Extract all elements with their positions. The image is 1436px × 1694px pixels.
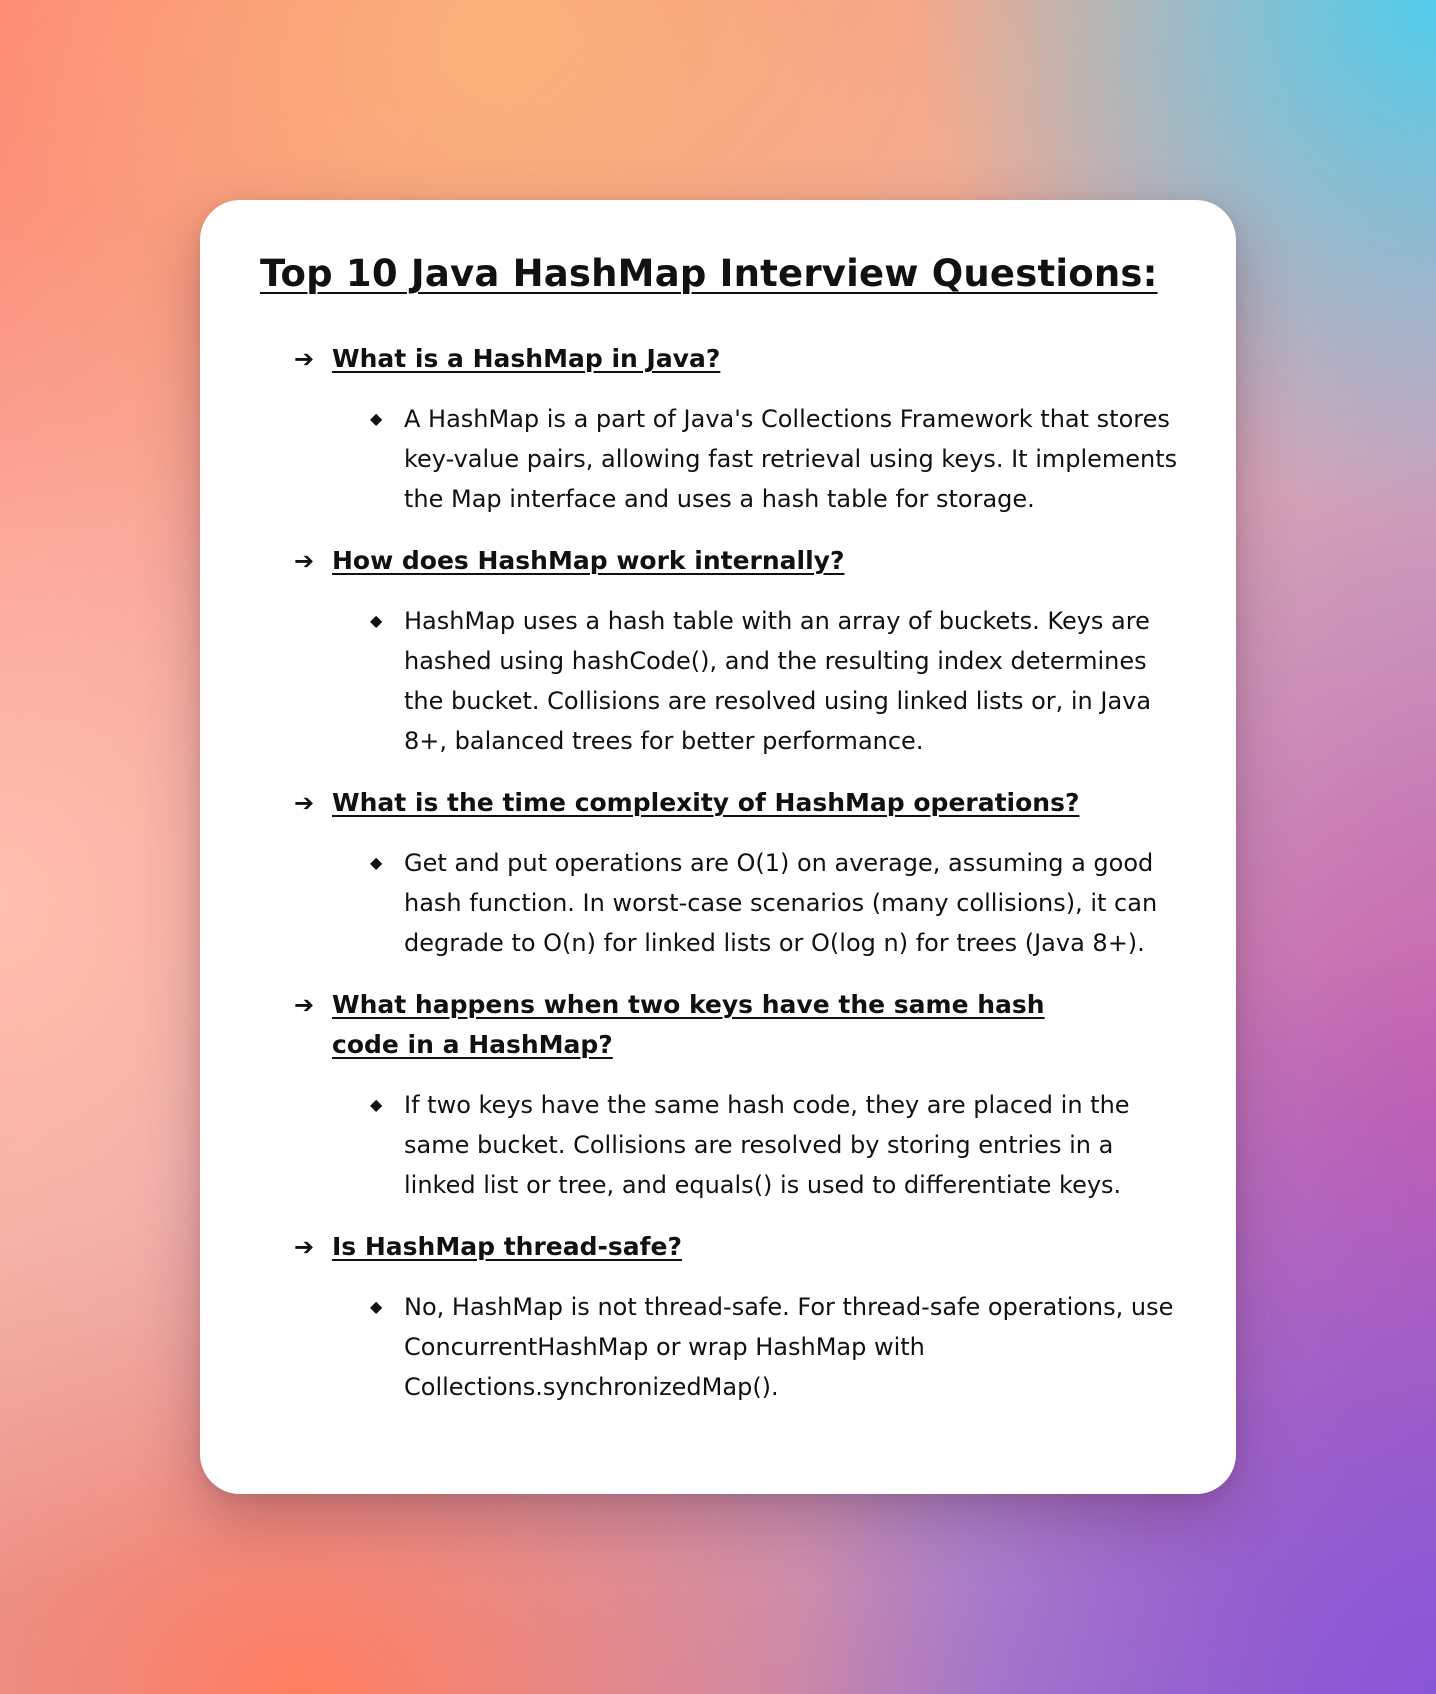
- question-item: ➔ How does HashMap work internally? ◆ Ha…: [260, 541, 1180, 761]
- answer-text: If two keys have the same hash code, the…: [404, 1085, 1180, 1205]
- question-list: ➔ What is a HashMap in Java? ◆ A HashMap…: [260, 339, 1180, 1407]
- answer-text: No, HashMap is not thread-safe. For thre…: [404, 1287, 1180, 1407]
- question-text: What is a HashMap in Java?: [332, 339, 720, 379]
- answer-row: ◆ If two keys have the same hash code, t…: [260, 1085, 1180, 1205]
- arrow-right-icon: ➔: [294, 783, 332, 823]
- arrow-right-icon: ➔: [294, 541, 332, 581]
- question-text: Is HashMap thread-safe?: [332, 1227, 682, 1267]
- answer-row: ◆ HashMap uses a hash table with an arra…: [260, 601, 1180, 761]
- question-item: ➔ What is a HashMap in Java? ◆ A HashMap…: [260, 339, 1180, 519]
- question-text: What is the time complexity of HashMap o…: [332, 783, 1079, 823]
- answer-row: ◆ A HashMap is a part of Java's Collecti…: [260, 399, 1180, 519]
- answer-text: Get and put operations are O(1) on avera…: [404, 843, 1180, 963]
- question-item: ➔ What is the time complexity of HashMap…: [260, 783, 1180, 963]
- question-text: How does HashMap work internally?: [332, 541, 844, 581]
- question-row: ➔ How does HashMap work internally?: [260, 541, 1180, 581]
- arrow-right-icon: ➔: [294, 339, 332, 379]
- question-text: What happens when two keys have the same…: [332, 985, 1092, 1065]
- answer-text: HashMap uses a hash table with an array …: [404, 601, 1180, 761]
- question-item: ➔ What happens when two keys have the sa…: [260, 985, 1180, 1205]
- arrow-right-icon: ➔: [294, 1227, 332, 1267]
- question-item: ➔ Is HashMap thread-safe? ◆ No, HashMap …: [260, 1227, 1180, 1407]
- question-row: ➔ What is a HashMap in Java?: [260, 339, 1180, 379]
- diamond-bullet-icon: ◆: [370, 843, 404, 883]
- diamond-bullet-icon: ◆: [370, 399, 404, 439]
- question-row: ➔ What is the time complexity of HashMap…: [260, 783, 1180, 823]
- answer-row: ◆ Get and put operations are O(1) on ave…: [260, 843, 1180, 963]
- question-row: ➔ What happens when two keys have the sa…: [260, 985, 1180, 1065]
- diamond-bullet-icon: ◆: [370, 1287, 404, 1327]
- question-row: ➔ Is HashMap thread-safe?: [260, 1227, 1180, 1267]
- arrow-right-icon: ➔: [294, 985, 332, 1025]
- content-card: Top 10 Java HashMap Interview Questions:…: [200, 200, 1236, 1494]
- answer-text: A HashMap is a part of Java's Collection…: [404, 399, 1180, 519]
- diamond-bullet-icon: ◆: [370, 1085, 404, 1125]
- answer-row: ◆ No, HashMap is not thread-safe. For th…: [260, 1287, 1180, 1407]
- diamond-bullet-icon: ◆: [370, 601, 404, 641]
- page-title: Top 10 Java HashMap Interview Questions:: [260, 252, 1180, 295]
